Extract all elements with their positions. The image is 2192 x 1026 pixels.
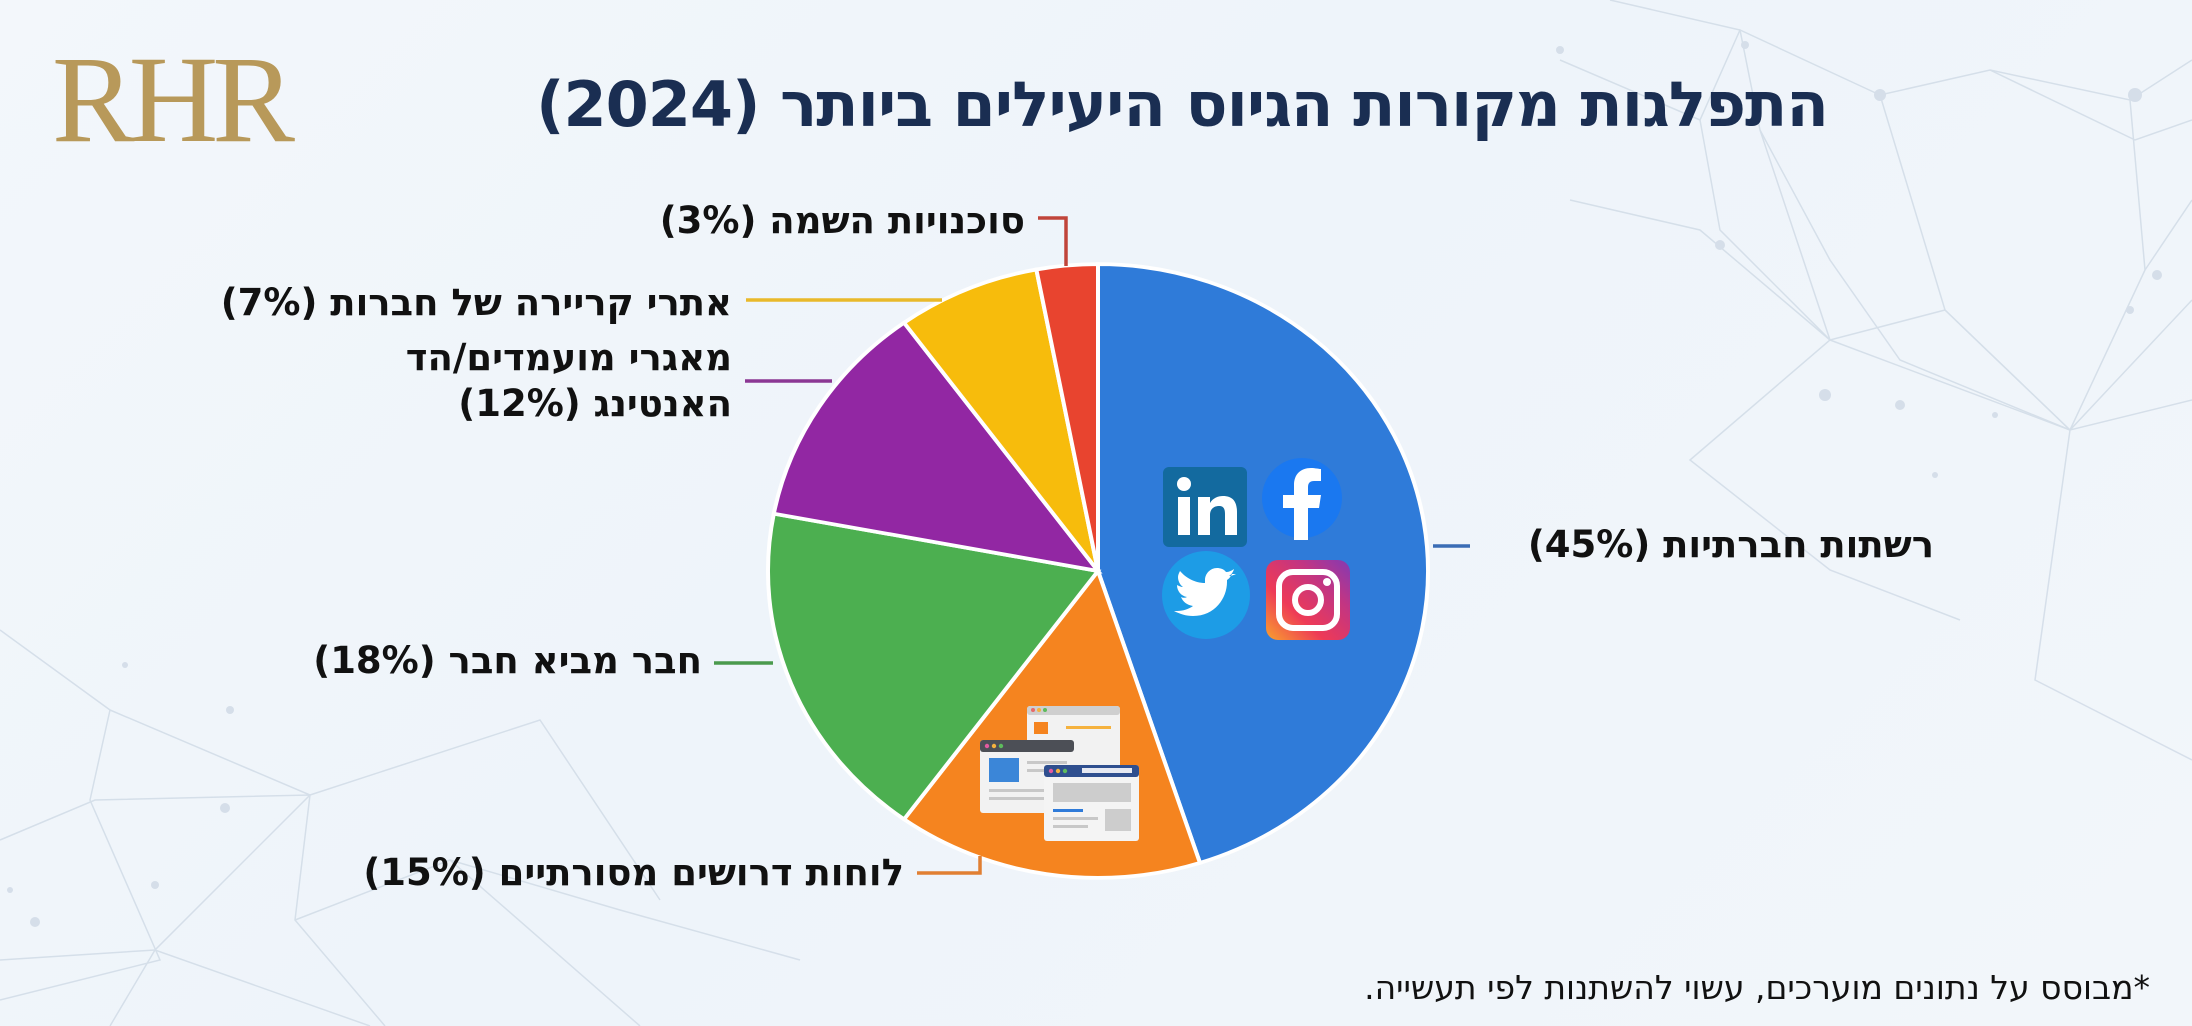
label-social-networks: רשתות חברתיות (45%) (1527, 523, 1934, 566)
facebook-icon (1262, 458, 1342, 540)
twitter-icon (1162, 551, 1250, 639)
leader-line-agencies (1038, 216, 1068, 266)
chart-title: התפלגות מקורות הגיוס היעילים ביותר (2024… (536, 68, 1829, 141)
browser-windows-icon (980, 706, 1139, 841)
label-referral: חבר מביא חבר (18%) (313, 639, 702, 682)
label-job-boards: לוחות דרושים מסורתיים (15%) (363, 851, 904, 894)
slice-career-sites[interactable] (901, 267, 1100, 573)
linkedin-icon (1163, 467, 1247, 547)
label-candidate-databases: מאגרי מועמדים/הד האנטינג (12%) (406, 335, 732, 428)
slice-referral[interactable] (765, 511, 1102, 822)
social-icons-group (1162, 458, 1350, 640)
label-databases-line1: מאגרי מועמדים/הד (405, 336, 732, 379)
slice-candidate-databases[interactable] (771, 320, 1103, 574)
label-agencies: סוכנויות השמה (3%) (659, 199, 1025, 242)
label-databases-line2: האנטינג (12%) (458, 382, 732, 426)
footnote: *מבוסס על נתונים מוערכים, עשוי להשתנות ל… (1364, 968, 2150, 1007)
label-career-sites: אתרי קריירה של חברות (7%) (220, 281, 732, 324)
rhr-logo: RHR (52, 31, 295, 168)
instagram-icon (1266, 560, 1350, 640)
slice-social-networks[interactable] (1096, 262, 1431, 866)
leader-line-job-boards (917, 856, 982, 875)
